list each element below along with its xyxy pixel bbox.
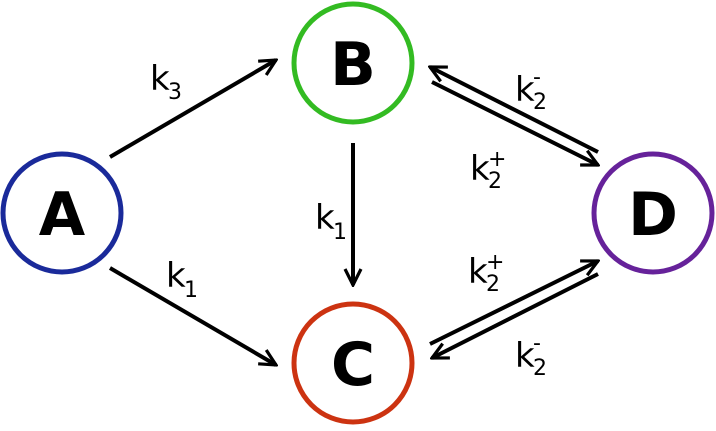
rate-label-b-to-d: k + 2 [470,147,506,194]
rate-b-to-d-sub: 2 [488,169,502,194]
rate-d-to-c-base: k [515,336,535,376]
rate-c-to-d-sup: + [486,250,504,275]
rate-a-to-b-sub: 3 [168,80,182,105]
node-a-label: A [39,180,86,250]
rate-a-to-b-base: k [150,59,170,99]
arrow-d-to-b [430,65,599,154]
rate-b-to-c-base: k [315,198,335,238]
node-c-label: C [331,330,375,400]
rate-b-to-c-sub: 1 [333,220,347,245]
arrow-a-to-b [108,60,276,159]
rate-label-a-to-b: k 3 [150,59,182,105]
rate-d-to-b-sub: 2 [533,90,547,115]
arrow-c-to-d [429,259,598,346]
node-c: C [291,301,415,425]
node-a: A [0,151,124,275]
node-d-circle [591,151,715,275]
arrow-a-to-c [108,266,276,365]
rate-b-to-d-sup: + [488,147,506,172]
rate-label-b-to-c: k 1 [315,198,347,245]
arrow-b-to-d [431,80,598,167]
rate-b-to-d-base: k [470,149,490,189]
rate-a-to-c-sub: 1 [184,278,198,303]
node-c-circle [291,301,415,425]
node-a-circle [0,151,124,275]
rate-label-d-to-b: k - 2 [515,65,547,115]
node-b-circle [291,1,415,125]
rate-d-to-b-sup: - [533,65,541,90]
rate-label-c-to-d: k + 2 [468,250,504,297]
rate-d-to-c-sup: - [533,331,541,356]
node-d-label: D [628,180,678,250]
arrow-d-to-c [432,272,599,360]
rate-c-to-d-base: k [468,252,488,292]
node-b: B [291,1,415,125]
rate-label-d-to-c: k - 2 [515,331,547,381]
rate-label-a-to-c: k 1 [166,256,198,303]
rate-d-to-b-base: k [515,70,535,110]
node-d: D [591,151,715,275]
node-b-label: B [330,30,376,100]
rate-a-to-c-base: k [166,256,186,296]
rate-d-to-c-sub: 2 [533,356,547,381]
rate-c-to-d-sub: 2 [486,272,500,297]
